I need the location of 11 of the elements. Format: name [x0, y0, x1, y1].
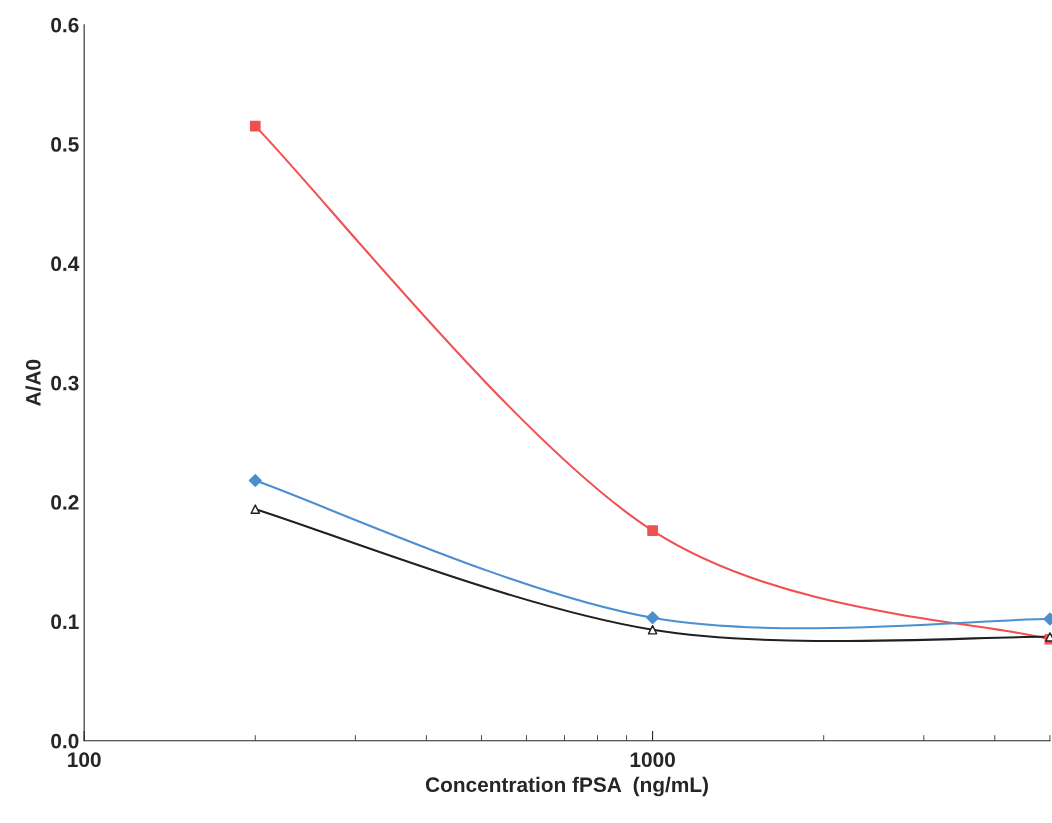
y-tick-label: 0.1: [51, 614, 79, 630]
x-tick-label: 1000: [630, 752, 675, 768]
y-axis-title: A/A0: [25, 359, 41, 406]
x-tick-label: 100: [68, 752, 101, 768]
y-tick-label: 0.2: [51, 495, 79, 510]
y-tick-label: 0.5: [51, 137, 79, 152]
y-tick-label: 0.3: [51, 375, 79, 391]
y-tick-label: 0.6: [51, 17, 79, 33]
y-tick-label: 0.0: [51, 733, 79, 749]
x-axis-title: Concentration fPSA (ng/mL): [425, 776, 708, 797]
y-tick-label: 0.4: [51, 256, 80, 272]
